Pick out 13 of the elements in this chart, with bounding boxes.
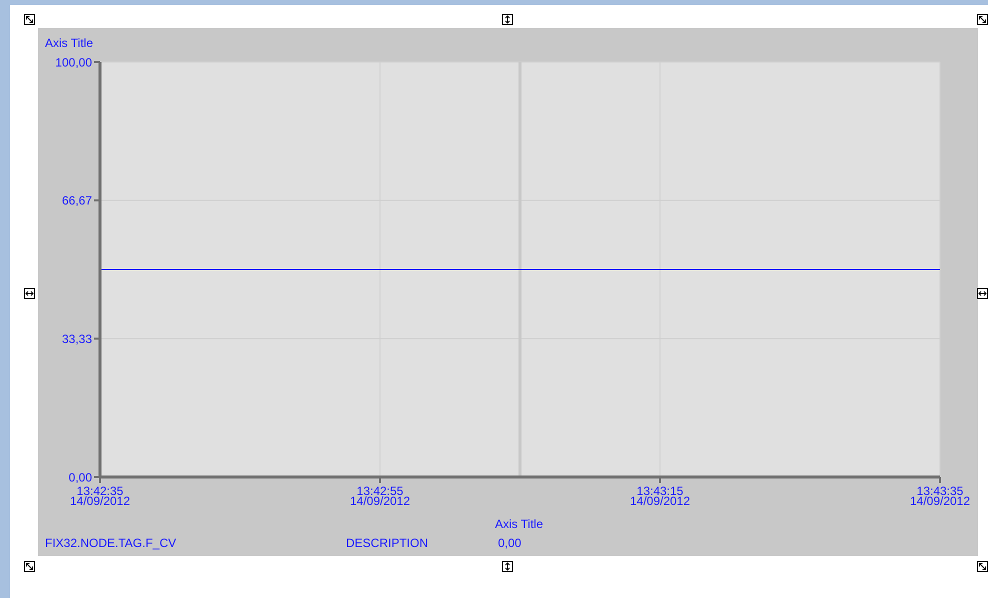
y-tick-label: 33,33: [62, 332, 92, 346]
text: 0,00: [498, 536, 522, 550]
x-tick-label: 13:42:35 14/09/2012: [70, 484, 130, 508]
y-tick-label: 0,00: [68, 470, 92, 484]
y-tick-label: 66,67: [62, 194, 92, 208]
x-tick-label: 13:42:55 14/09/2012: [350, 484, 410, 508]
y-tick-label: 100,00: [55, 55, 92, 70]
x-tick-label: 13:43:15 14/09/2012: [630, 484, 690, 508]
y-axis-title: Axis Title: [45, 36, 94, 50]
x-axis-title: Axis Title: [494, 517, 544, 531]
text: DESCRIPTION: [346, 536, 428, 550]
text: FIX32.NODE.TAG.F_CV: [45, 536, 176, 550]
x-tick-label: 13:43:35 14/09/2012: [910, 484, 970, 508]
